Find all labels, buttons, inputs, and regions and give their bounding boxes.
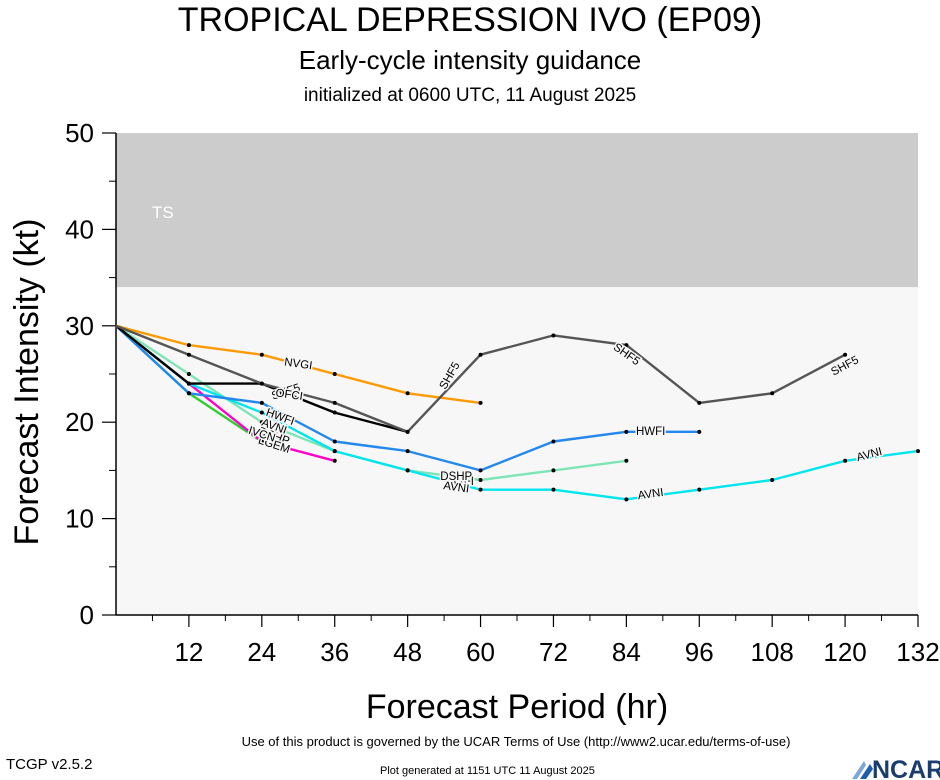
data-point-shf5 [697, 400, 702, 405]
data-point-hwfi [478, 468, 483, 473]
y-axis-title: Forecast Intensity (kt) [8, 219, 46, 546]
x-tick-label: 60 [466, 637, 495, 667]
x-tick-label: 12 [174, 637, 203, 667]
x-tick-label: 96 [685, 637, 714, 667]
data-point-ivcn [259, 439, 264, 444]
y-tick-label: 20 [65, 407, 94, 437]
data-point-avni [259, 410, 264, 415]
y-tick-label: 30 [65, 311, 94, 341]
data-point-hwfi [259, 400, 264, 405]
y-tick-label: 10 [65, 504, 94, 534]
data-point-hwfi [332, 439, 337, 444]
x-axis-title: Forecast Period (hr) [366, 688, 668, 726]
data-point-shf5 [770, 391, 775, 396]
x-tick-label: 72 [539, 637, 568, 667]
data-point-avni [916, 449, 920, 454]
data-point-shf5 [843, 352, 848, 357]
data-point-ofci [405, 429, 410, 434]
data-point-shf5 [624, 343, 629, 348]
data-point-lgem [186, 381, 191, 386]
data-point-shf5 [332, 400, 337, 405]
data-point-dshp [186, 372, 191, 376]
data-point-nvgi [259, 352, 264, 357]
data-point-avni [770, 478, 775, 483]
chart-subtitle: Early-cycle intensity guidance [298, 45, 642, 75]
data-point-avni [697, 487, 702, 492]
data-point-ofci [332, 410, 337, 415]
data-point-lgem [332, 458, 337, 463]
data-point-nvgi [478, 400, 483, 405]
initialization-time: initialized at 0600 UTC, 11 August 2025 [303, 85, 637, 106]
x-tick-label: 84 [612, 637, 641, 667]
band-band [116, 287, 918, 615]
data-point-shf5 [186, 352, 191, 357]
data-point-dshp [551, 468, 556, 473]
data-point-nvgi [332, 372, 337, 376]
y-tick-label: 0 [80, 600, 94, 630]
series-label-nvgi: NVGI [284, 356, 314, 372]
x-tick-label: 36 [320, 637, 349, 667]
chart-title: TROPICAL DEPRESSION IVO (EP09) [177, 1, 763, 39]
data-point-dshp [259, 420, 264, 425]
x-tick-label: 120 [823, 637, 866, 667]
data-point-ofci [259, 381, 264, 386]
y-tick-label: 50 [65, 118, 94, 148]
data-point-ivcn [186, 391, 191, 396]
series-line-nvgi [115, 324, 481, 405]
band-label-ts: TS [152, 203, 174, 222]
data-point-avni [478, 487, 483, 492]
y-tick-label: 40 [65, 214, 94, 244]
data-point-hwfi [405, 449, 410, 454]
data-point-shf5 [551, 333, 556, 338]
data-point-shf5 [478, 352, 483, 357]
data-point-avni [843, 458, 848, 463]
data-point-dshp [624, 458, 629, 463]
series-label-ofci: OFCI [275, 387, 304, 403]
data-point-dshp [478, 478, 483, 483]
series-line-avni [115, 324, 919, 501]
data-point-nvgi [186, 343, 191, 348]
data-point-hwfi [551, 439, 556, 444]
series-label-dshp: DSHP [440, 471, 472, 483]
x-tick-label: 24 [247, 637, 276, 667]
generated-timestamp: Plot generated at 1151 UTC 11 August 202… [380, 765, 595, 777]
data-point-dshp [405, 468, 410, 473]
data-point-avni [551, 487, 556, 492]
version-label: TCGP v2.5.2 [6, 756, 93, 773]
data-point-avni [624, 497, 629, 502]
svg-text:NCAR: NCAR [872, 756, 940, 780]
ncar-logo: NCAR [852, 756, 940, 780]
data-point-hwfi [697, 429, 702, 434]
series-label-avni: AVNI [637, 487, 664, 503]
x-tick-label: 132 [896, 637, 939, 667]
data-point-hwfi [624, 429, 629, 434]
series-label-hwfi: HWFI [445, 476, 474, 488]
x-tick-label: 108 [750, 637, 793, 667]
x-tick-label: 48 [393, 637, 422, 667]
series-label-avni: AVNI [443, 480, 470, 496]
data-point-dshp [332, 449, 337, 454]
series-label-hwfi: HWFI [636, 426, 665, 438]
band-ts [116, 133, 918, 288]
data-point-nvgi [405, 391, 410, 396]
terms-of-use-text: Use of this product is governed by the U… [241, 734, 791, 749]
